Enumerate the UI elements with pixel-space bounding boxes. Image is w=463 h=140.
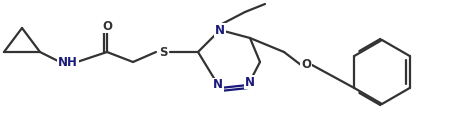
Text: N: N — [213, 79, 223, 92]
Text: N: N — [214, 24, 225, 37]
Text: O: O — [102, 19, 112, 32]
Text: NH: NH — [58, 55, 78, 68]
Text: S: S — [158, 46, 167, 59]
Text: O: O — [300, 59, 310, 72]
Text: N: N — [244, 75, 255, 88]
